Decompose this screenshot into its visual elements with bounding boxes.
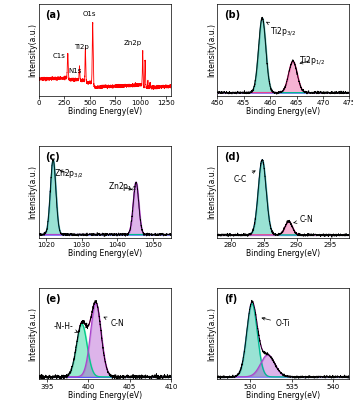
Text: Zn2p$_{3/2}$: Zn2p$_{3/2}$ bbox=[54, 167, 84, 180]
Text: Ti2p$_{1/2}$: Ti2p$_{1/2}$ bbox=[299, 54, 326, 67]
Y-axis label: Intensity(a.u.): Intensity(a.u.) bbox=[207, 23, 216, 77]
Text: (d): (d) bbox=[224, 153, 240, 162]
Y-axis label: Intensity(a.u.): Intensity(a.u.) bbox=[29, 307, 37, 361]
Text: C1s: C1s bbox=[53, 53, 66, 59]
Text: C-C: C-C bbox=[234, 171, 255, 184]
Text: O1s: O1s bbox=[82, 11, 96, 17]
X-axis label: Binding Energy(eV): Binding Energy(eV) bbox=[246, 391, 321, 400]
Y-axis label: Intensity(a.u.): Intensity(a.u.) bbox=[29, 165, 37, 219]
Y-axis label: Intensity(a.u.): Intensity(a.u.) bbox=[207, 165, 216, 219]
Text: C-N: C-N bbox=[294, 215, 313, 224]
Text: -N-H-: -N-H- bbox=[54, 322, 78, 333]
Text: N1s: N1s bbox=[68, 68, 82, 74]
Text: (e): (e) bbox=[46, 294, 61, 304]
Text: Ti2p$_{3/2}$: Ti2p$_{3/2}$ bbox=[267, 22, 297, 38]
Text: Ti2p: Ti2p bbox=[74, 44, 89, 50]
Text: (f): (f) bbox=[224, 294, 237, 304]
Text: Zn2p: Zn2p bbox=[123, 40, 142, 46]
X-axis label: Binding Energy(eV): Binding Energy(eV) bbox=[68, 391, 142, 400]
Text: Zn2p$_{1/2}$: Zn2p$_{1/2}$ bbox=[108, 180, 138, 193]
X-axis label: Binding Energy(eV): Binding Energy(eV) bbox=[68, 249, 142, 258]
Text: C-N: C-N bbox=[104, 317, 124, 328]
X-axis label: Binding Energy(eV): Binding Energy(eV) bbox=[246, 107, 321, 116]
Text: (a): (a) bbox=[46, 11, 61, 20]
X-axis label: Binding Energy(eV): Binding Energy(eV) bbox=[246, 249, 321, 258]
Y-axis label: Intensity(a.u.): Intensity(a.u.) bbox=[207, 307, 216, 361]
Y-axis label: Intensity(a.u.): Intensity(a.u.) bbox=[29, 23, 37, 77]
Text: (b): (b) bbox=[224, 11, 240, 20]
Text: (c): (c) bbox=[46, 153, 60, 162]
X-axis label: Binding Energy(eV): Binding Energy(eV) bbox=[68, 107, 142, 116]
Text: O-Ti: O-Ti bbox=[262, 317, 291, 328]
